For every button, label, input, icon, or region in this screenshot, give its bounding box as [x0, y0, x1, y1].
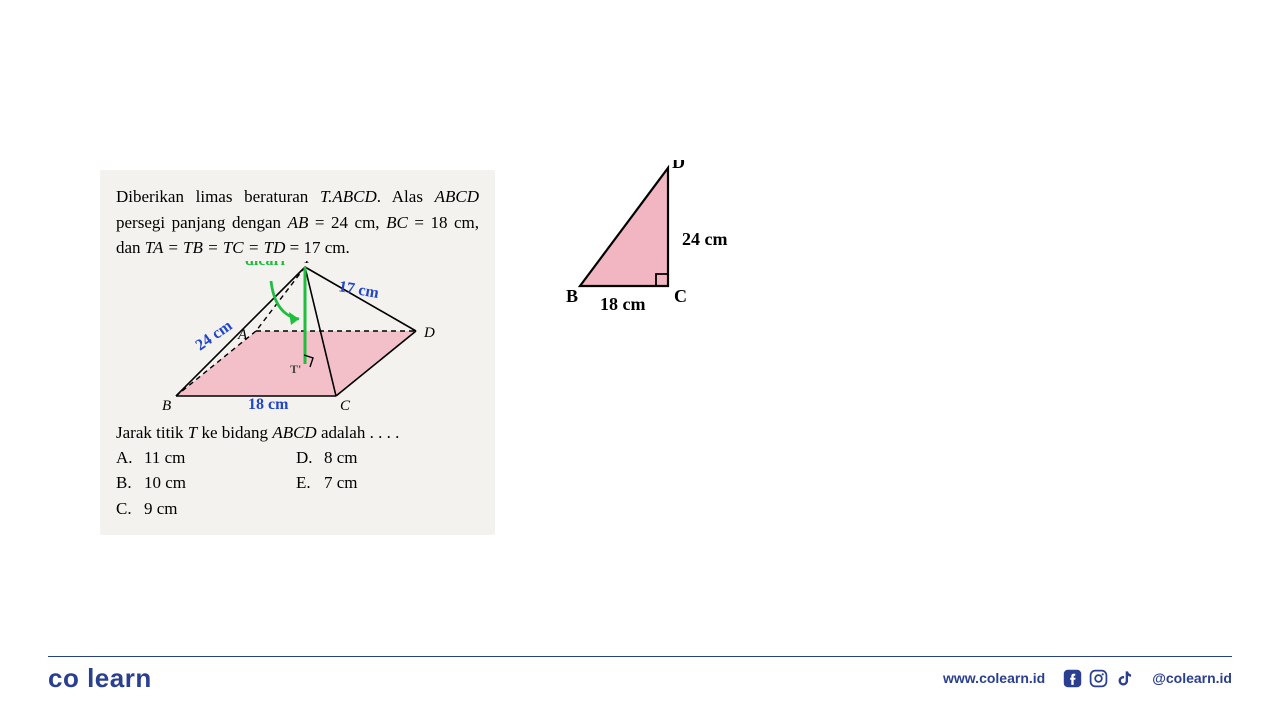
text: T [188, 423, 197, 442]
logo-text-a: co [48, 663, 79, 693]
text: persegi panjang dengan [116, 213, 288, 232]
logo-text-b: learn [87, 663, 152, 693]
option-b: B.10 cm [116, 470, 296, 496]
logo: co learn [48, 663, 152, 694]
text: TA = TB = TC = TD [145, 238, 286, 257]
svg-text:17 cm: 17 cm [337, 278, 380, 302]
footer-handle[interactable]: @colearn.id [1152, 670, 1232, 686]
option-value: 7 cm [324, 473, 358, 492]
tiktok-icon[interactable] [1115, 669, 1134, 688]
text: ABCD [435, 187, 479, 206]
pyramid-diagram: T A B C D dicari 17 cm 24 cm 18 cm T' [116, 261, 479, 421]
svg-text:A: A [237, 327, 248, 343]
answer-options: A.11 cm B.10 cm C.9 cm D.8 cm E.7 cm [116, 445, 479, 522]
text: AB [288, 213, 309, 232]
footer-right: www.colearn.id @colearn.id [943, 669, 1232, 688]
svg-text:B: B [566, 286, 578, 306]
text: BC [386, 213, 408, 232]
social-icons [1063, 669, 1134, 688]
text: Jarak titik [116, 423, 188, 442]
footer-url[interactable]: www.colearn.id [943, 670, 1045, 686]
footer-divider [48, 656, 1232, 657]
logo-dot [79, 663, 87, 693]
text: ABCD [272, 423, 316, 442]
footer: co learn www.colearn.id @colearn.id [0, 656, 1280, 700]
option-value: 10 cm [144, 473, 186, 492]
text: ke bidang [197, 423, 272, 442]
problem-statement: Diberikan limas beraturan T.ABCD. Alas A… [116, 184, 479, 261]
text: = 24 cm, [308, 213, 379, 232]
instagram-icon[interactable] [1089, 669, 1108, 688]
option-value: 8 cm [324, 448, 358, 467]
option-e: E.7 cm [296, 470, 476, 496]
handdrawn-triangle: D B C 18 cm 24 cm [560, 160, 840, 360]
option-value: 11 cm [144, 448, 185, 467]
text: 17 cm. [303, 238, 349, 257]
svg-text:C: C [340, 398, 351, 414]
svg-text:24 cm: 24 cm [193, 316, 236, 354]
question: Jarak titik T ke bidang ABCD adalah . . … [116, 423, 479, 443]
svg-text:T': T' [290, 362, 301, 376]
option-c: C.9 cm [116, 496, 296, 522]
svg-text:24 cm: 24 cm [682, 229, 727, 249]
svg-text:D: D [672, 160, 685, 172]
svg-text:C: C [674, 286, 687, 306]
option-value: 9 cm [144, 499, 178, 518]
svg-text:D: D [423, 325, 435, 341]
text: adalah . . . . [317, 423, 400, 442]
svg-text:B: B [162, 398, 171, 414]
text: Diberikan limas beraturan [116, 187, 320, 206]
text: T.ABCD [320, 187, 377, 206]
svg-text:T: T [303, 261, 313, 267]
text: . Alas [377, 187, 423, 206]
svg-text:18 cm: 18 cm [600, 294, 645, 314]
option-a: A.11 cm [116, 445, 296, 471]
svg-text:18 cm: 18 cm [248, 396, 289, 413]
option-d: D.8 cm [296, 445, 476, 471]
svg-text:dicari: dicari [245, 261, 286, 269]
text: = [285, 238, 299, 257]
problem-panel: Diberikan limas beraturan T.ABCD. Alas A… [100, 170, 495, 535]
facebook-icon[interactable] [1063, 669, 1082, 688]
